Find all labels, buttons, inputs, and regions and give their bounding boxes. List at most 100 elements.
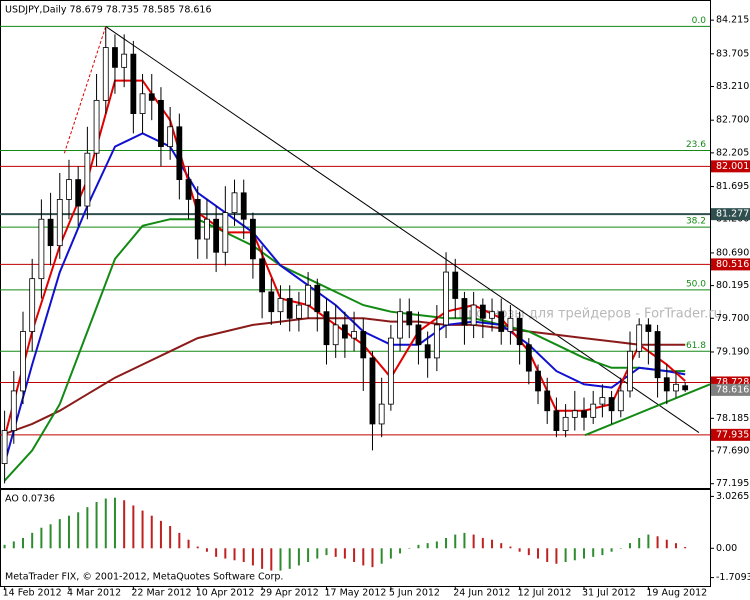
candle-body xyxy=(341,324,348,339)
candle-body xyxy=(654,331,661,379)
candle-body xyxy=(617,390,624,412)
ao-bar xyxy=(472,534,475,549)
ao-bar xyxy=(40,527,43,549)
ao-bar xyxy=(169,526,172,549)
candle-body xyxy=(673,383,679,392)
ao-bar xyxy=(362,548,365,566)
candle-body xyxy=(250,218,256,260)
ao-bar xyxy=(49,524,52,549)
x-tick-label: 5 Jun 2012 xyxy=(389,588,440,599)
ao-bar xyxy=(610,548,613,552)
candle-body xyxy=(360,331,367,359)
trendline xyxy=(63,26,107,154)
x-tick-label: 4 Mar 2012 xyxy=(67,588,121,599)
ao-bar xyxy=(417,544,420,549)
candle-body xyxy=(682,385,689,391)
ao-bar xyxy=(463,532,466,549)
y-tick-label: 80.195 xyxy=(716,280,749,291)
ao-bar xyxy=(77,512,80,549)
ao-bar xyxy=(500,543,503,549)
ao-bar xyxy=(251,548,254,566)
candle-body xyxy=(525,344,532,372)
main-panel-frame xyxy=(0,0,711,489)
candle-body xyxy=(351,331,357,339)
ao-bar xyxy=(583,548,586,559)
ao-bar xyxy=(325,548,328,556)
ao-bar xyxy=(491,539,494,549)
x-tick-label: 19 Aug 2012 xyxy=(646,588,707,599)
x-tick-label: 14 Feb 2012 xyxy=(3,588,62,599)
ao-bar xyxy=(316,548,319,559)
candle-body xyxy=(323,311,330,346)
candle-body xyxy=(590,403,597,418)
ao-bar xyxy=(242,548,245,562)
fibo-label: 0.0 xyxy=(692,16,707,26)
candle-body xyxy=(185,179,192,200)
ao-bar xyxy=(656,536,659,549)
ao-bar xyxy=(353,548,356,562)
ao-bar xyxy=(297,548,300,566)
ao-bar xyxy=(389,548,392,559)
candle-body xyxy=(599,397,606,405)
ao-bar xyxy=(31,532,34,549)
ao-bar xyxy=(619,548,622,549)
candle-body xyxy=(332,324,339,346)
ao-bar xyxy=(3,544,6,549)
fibo-label: 38.2 xyxy=(686,217,706,227)
ao-bar xyxy=(224,548,227,559)
candle-body xyxy=(268,291,275,313)
ao-bar xyxy=(233,548,236,561)
candle-body xyxy=(20,331,26,392)
ao-bar xyxy=(537,548,540,559)
x-tick-label: 29 Apr 2012 xyxy=(260,588,319,599)
y-tick-label: 81.695 xyxy=(716,181,749,192)
candle-body xyxy=(507,317,514,332)
level-label: 80.516 xyxy=(716,259,749,270)
candle-body xyxy=(627,350,633,392)
candle-body xyxy=(112,47,118,68)
ao-bar xyxy=(86,507,89,549)
candle-body xyxy=(553,410,560,431)
ao-bar xyxy=(371,548,374,568)
ao-bar xyxy=(408,548,411,549)
candle-body xyxy=(84,152,91,207)
level-marker xyxy=(711,258,750,271)
candle-body xyxy=(470,304,477,326)
ao-bar xyxy=(665,539,668,549)
candle-body xyxy=(259,258,266,293)
ao-bar xyxy=(95,502,98,549)
watermark: Прогнозы для трейдеров - ForTrader.ru xyxy=(458,307,722,322)
ao-bar xyxy=(647,534,650,549)
y-tick-label: 83.705 xyxy=(716,48,749,59)
ao-bar xyxy=(113,497,116,549)
y-tick-label: 82.205 xyxy=(716,147,749,158)
candle-body xyxy=(406,311,413,326)
y-tick-label: 82.700 xyxy=(716,115,749,126)
candle-body xyxy=(286,298,293,319)
y-tick-label: 78.185 xyxy=(716,413,749,424)
y-tick-label: 79.190 xyxy=(716,346,749,357)
candle-body xyxy=(139,93,146,114)
ao-bar xyxy=(380,548,383,564)
trendline xyxy=(105,26,700,433)
ao-y-tick-label: 0.00 xyxy=(716,543,737,554)
candle-body xyxy=(93,99,100,154)
candle-body xyxy=(424,344,431,359)
ao-bar xyxy=(399,548,402,554)
ao-bar xyxy=(12,541,15,549)
ao-bar xyxy=(307,548,310,562)
ao-panel-frame xyxy=(0,489,711,587)
ao-bar xyxy=(270,548,273,571)
fibo-label: 23.6 xyxy=(686,140,706,150)
ao-bar xyxy=(573,548,576,561)
ao-bar xyxy=(178,532,181,549)
candle-body xyxy=(535,370,541,392)
ao-bar xyxy=(684,547,687,549)
candle-body xyxy=(56,199,63,247)
candle-body xyxy=(222,212,229,253)
candle-body xyxy=(663,377,670,392)
ao-y-tick-label: -1.7093 xyxy=(716,572,750,583)
candle-body xyxy=(544,390,551,412)
